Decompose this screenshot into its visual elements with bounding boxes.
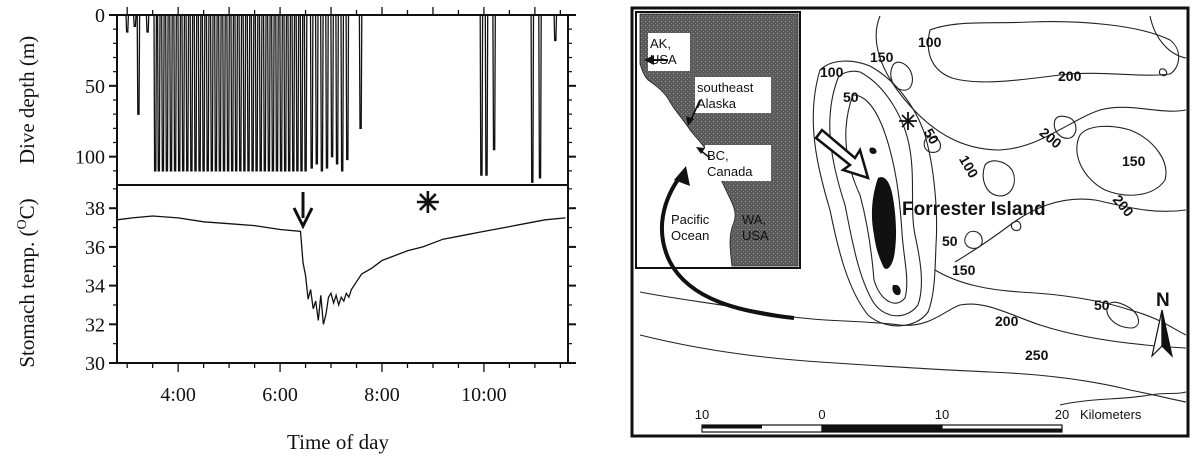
- contour-50-island: [845, 94, 908, 304]
- inset-label-ak: AK,: [650, 36, 671, 51]
- contour-label: 150: [952, 262, 976, 278]
- temp-y-tick-label: 32: [85, 314, 105, 336]
- inset-label-southeast: southeast: [697, 80, 754, 95]
- dive-y-tick-label: 0: [95, 5, 105, 27]
- contour-label: 50: [1094, 297, 1110, 313]
- inset-label-canada: Canada: [707, 164, 753, 179]
- temp-y-tick-label: 30: [85, 353, 105, 375]
- scale-tick-label: 10: [695, 407, 709, 422]
- stomach-temp-frame: [116, 184, 569, 364]
- contour-label: 100: [918, 34, 942, 50]
- time-of-day-x-axis-label: Time of day: [287, 430, 389, 454]
- temp-x-tick-label: 4:00: [160, 384, 196, 406]
- scale-unit-label: Kilometers: [1080, 407, 1142, 422]
- stomach-temp-markers: [292, 191, 439, 230]
- asterisk-marker: [416, 191, 439, 213]
- inset-label-bc: BC,: [707, 148, 729, 163]
- stomach-temp-y-axis-label: Stomach temp. (OC): [15, 198, 39, 367]
- north-arrow-icon: N: [1150, 290, 1174, 358]
- temp-x-tick-label: 10:00: [461, 384, 507, 406]
- curved-locator-arrow-icon: [659, 166, 795, 320]
- inset-label-pacific: Pacific: [671, 212, 710, 227]
- contour-label: 150: [1122, 153, 1146, 169]
- inset-ak-label-bg: [648, 33, 690, 71]
- contour-mid-100: [982, 160, 1015, 197]
- temp-y-tick-label: 38: [85, 198, 105, 220]
- bathymetry-contours: [639, 15, 1187, 406]
- stomach-temp-series-line: [116, 215, 566, 325]
- asterisk-marker-icon: [899, 112, 917, 130]
- contour-small-50-lower: [1106, 301, 1140, 329]
- inset-se-label-bg: [695, 77, 771, 113]
- scale-tick-label: 20: [1055, 407, 1069, 422]
- contour-200-upper: [875, 15, 1187, 151]
- temp-x-tick-label: 8:00: [364, 384, 400, 406]
- inset-label-wa: WA,: [742, 212, 766, 227]
- contour-small-island: [1010, 220, 1022, 232]
- contour-200-right: [954, 198, 1187, 263]
- dive-depth-x-ticks: [126, 7, 562, 15]
- temp-x-tick-label: 6:00: [262, 384, 298, 406]
- dive-y-tick-label: 50: [85, 76, 105, 98]
- contour-small-50: [923, 136, 942, 153]
- contour-label: 200: [1058, 68, 1082, 84]
- small-islet-west: [869, 147, 877, 155]
- inset-map: AK, USA southeast Alaska BC, Canada Paci…: [635, 11, 801, 269]
- dive-depth-panel: 0 50 100 Dive depth (m): [15, 5, 576, 186]
- contour-small-200: [1053, 115, 1077, 139]
- ingestion-arrow-marker: [292, 192, 314, 230]
- contour-label: 50: [942, 233, 958, 249]
- dive-depth-y-ticks: 0 50 100: [75, 5, 576, 172]
- dive-depth-y-axis-label: Dive depth (m): [15, 36, 39, 164]
- contour-100-island: [829, 70, 922, 317]
- contour-right-150: [1076, 125, 1167, 196]
- contour-label: 50: [921, 125, 943, 147]
- scale-bar: 10 0 10 20 Kilometers: [695, 407, 1142, 433]
- contour-labels: 100 150 100 200 50 50 200 100 150 200 50…: [820, 34, 1146, 363]
- contour-250: [639, 334, 1187, 403]
- contour-label: 100: [820, 64, 844, 80]
- north-label: N: [1156, 290, 1170, 311]
- inset-label-ocean: Ocean: [671, 228, 709, 243]
- forrester-island-map: 100 150 100 200 50 50 200 100 150 200 50…: [630, 6, 1190, 438]
- contour-small-150: [890, 61, 913, 91]
- stomach-temp-y-ticks: 30 32 34 36 38: [85, 188, 576, 375]
- stomach-temp-panel: 30 32 34 36 38 4:00 6:00 8:00 10:00 Stomach tem…: [15, 184, 576, 454]
- inset-label-wa-usa: USA: [742, 228, 769, 243]
- contour-label: 250: [1025, 347, 1049, 363]
- temp-y-tick-label: 34: [85, 276, 105, 298]
- contour-small-50-mid: [964, 230, 983, 249]
- temp-y-tick-label: 36: [85, 237, 105, 259]
- dive-depth-series-line: [117, 14, 568, 183]
- degree-superscript: O: [15, 219, 30, 229]
- scale-tick-label: 10: [935, 407, 949, 422]
- forrester-island-landmass: [871, 177, 897, 269]
- scale-tick-label: 0: [818, 407, 825, 422]
- forrester-island-label: Forrester Island: [902, 199, 1046, 220]
- contour-top-100: [927, 21, 1180, 83]
- contour-deep-bottom: [1059, 391, 1187, 406]
- contour-far-right-top: [1149, 15, 1187, 59]
- inset-label-alaska: Alaska: [697, 96, 737, 111]
- forrester-island-islet: [892, 285, 901, 296]
- contour-label: 50: [843, 89, 859, 105]
- inset-bc-label-bg: [705, 145, 771, 181]
- hollow-arrow-icon: [814, 128, 870, 180]
- contour-label: 200: [995, 313, 1019, 329]
- contour-far-right-small: [1158, 68, 1168, 77]
- contour-label: 150: [870, 49, 894, 65]
- dive-y-tick-label: 100: [75, 147, 105, 169]
- stomach-temp-x-ticks: 4:00 6:00 8:00 10:00: [126, 363, 562, 406]
